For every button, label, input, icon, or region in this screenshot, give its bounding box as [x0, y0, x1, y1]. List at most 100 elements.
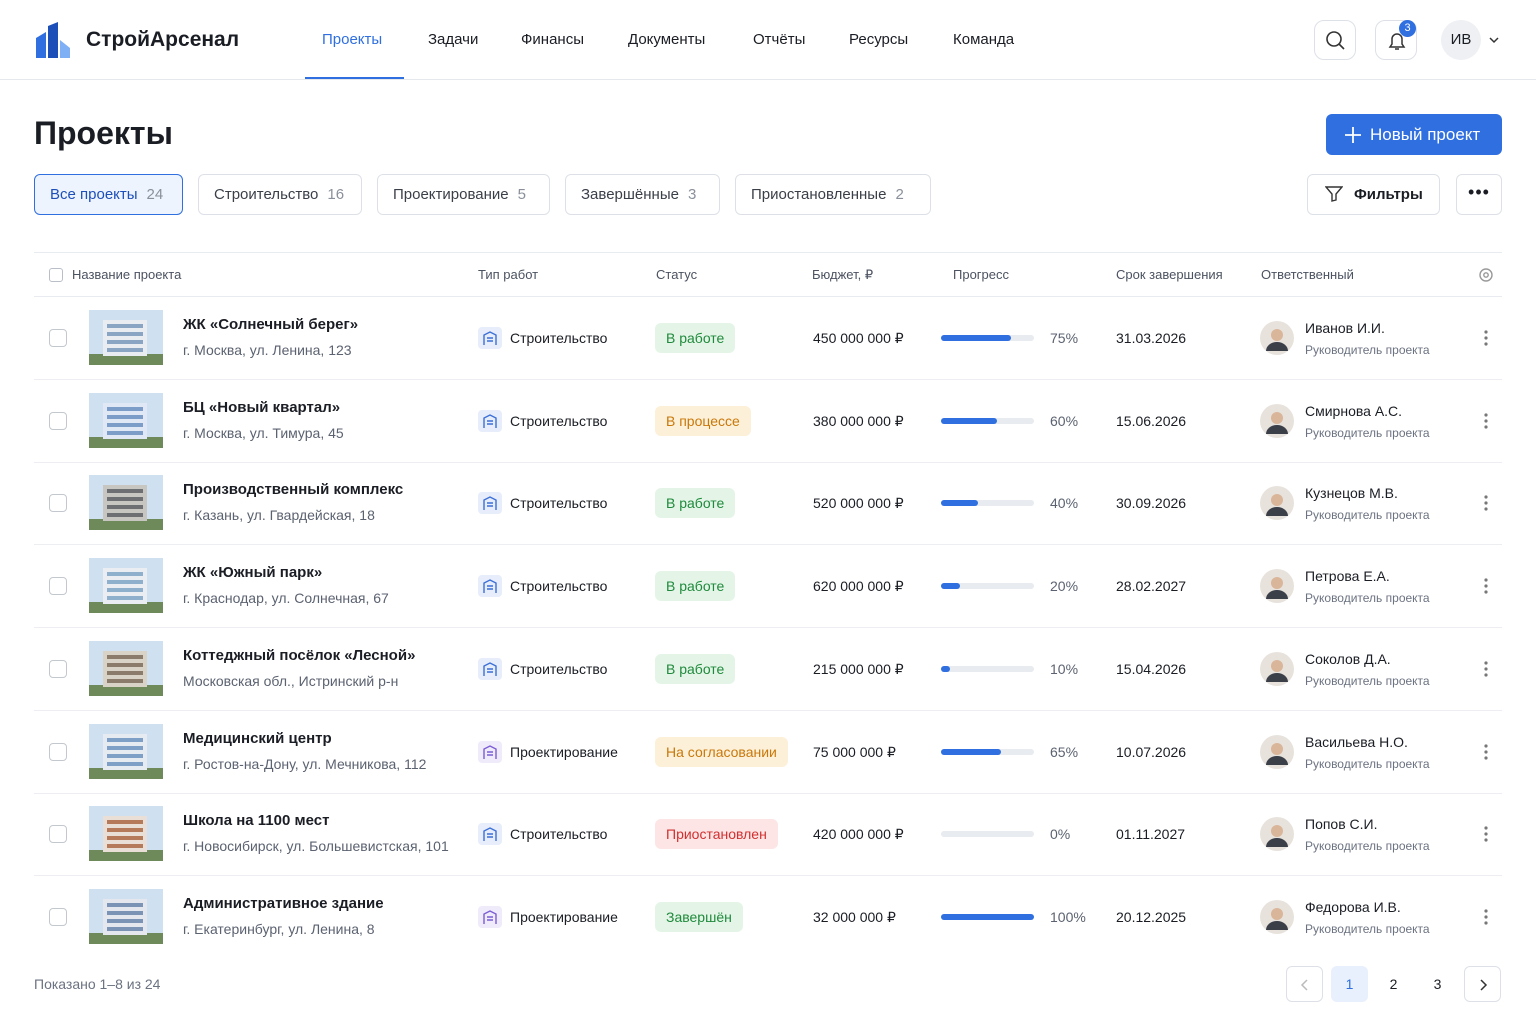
manager-role: Руководитель проекта — [1305, 425, 1430, 440]
manager-avatar — [1260, 569, 1294, 608]
manager-name: Иванов И.И. — [1305, 320, 1385, 336]
row-checkbox[interactable] — [49, 742, 67, 761]
work-type: Проектирование — [510, 908, 618, 925]
filter-tab[interactable]: Завершённые 3 — [565, 174, 720, 215]
type-icon — [478, 823, 502, 850]
budget: 75 000 000 ₽ — [813, 743, 896, 760]
search-button[interactable] — [1314, 20, 1356, 60]
page-number[interactable]: 1 — [1331, 966, 1368, 1002]
nav-item[interactable]: Документы — [628, 31, 706, 48]
manager-role: Руководитель проекта — [1305, 921, 1430, 936]
user-menu-caret[interactable] — [1488, 34, 1500, 46]
row-divider — [34, 792, 1502, 794]
progress-label: 60% — [1050, 412, 1079, 429]
project-image — [89, 475, 163, 531]
row-menu-graphic — [1484, 578, 1488, 594]
filter-tab[interactable]: Проектирование 5 — [377, 174, 550, 215]
nav-item[interactable]: Отчёты — [753, 31, 806, 48]
settings-icon[interactable] — [1477, 266, 1495, 284]
row-menu-graphic — [1484, 330, 1488, 346]
project-image — [89, 640, 163, 696]
row-menu-graphic — [1484, 826, 1488, 842]
project-image — [89, 558, 163, 614]
header: СтройАрсенал 3 ИВ — [0, 0, 1536, 80]
tab-count: 5 — [517, 186, 526, 203]
page-number[interactable]: 3 — [1419, 966, 1456, 1002]
nav-item[interactable]: Финансы — [521, 31, 584, 48]
nav-item[interactable]: Ресурсы — [849, 31, 909, 48]
manager-name: Попов С.И. — [1305, 816, 1378, 833]
project-name: БЦ «Новый квартал» — [183, 398, 341, 416]
work-type: Строительство — [510, 330, 608, 346]
manager-avatar-graphic — [1260, 403, 1294, 438]
logo-text: СтройАрсенал — [86, 28, 240, 51]
budget: 215 000 000 ₽ — [813, 660, 904, 677]
row-menu[interactable] — [1480, 908, 1492, 931]
row-menu[interactable] — [1480, 494, 1492, 517]
row-menu-graphic — [1484, 413, 1488, 429]
project-image-graphic — [89, 806, 163, 862]
due-date: 01.11.2027 — [1116, 826, 1186, 843]
budget: 620 000 000 ₽ — [813, 578, 904, 595]
row-checkbox[interactable] — [49, 825, 67, 844]
manager-role: Руководитель проекта — [1305, 343, 1430, 357]
filter-tab[interactable]: Приостановленные 2 — [735, 174, 931, 215]
manager-name: Смирнова А.С. — [1305, 402, 1403, 419]
filters-button[interactable]: Фильтры — [1307, 174, 1440, 215]
row-menu[interactable] — [1480, 660, 1492, 683]
row-menu[interactable] — [1480, 329, 1492, 352]
row-menu[interactable] — [1480, 825, 1492, 848]
manager-avatar — [1260, 817, 1294, 856]
due-date: 10.07.2026 — [1116, 743, 1187, 760]
type-icon — [478, 575, 502, 602]
filter-tab[interactable]: Строительство 16 — [198, 174, 362, 215]
project-image — [89, 806, 163, 862]
type-icon-graphic — [478, 657, 502, 680]
type-icon-graphic — [478, 327, 502, 349]
row-checkbox[interactable] — [49, 659, 67, 678]
type-icon — [478, 740, 502, 768]
work-type: Строительство — [510, 660, 608, 677]
row-menu[interactable] — [1480, 412, 1492, 435]
next-page[interactable] — [1464, 966, 1501, 1002]
due-date: 28.02.2027 — [1116, 578, 1187, 595]
budget: 32 000 000 ₽ — [813, 908, 896, 925]
row-divider — [34, 709, 1502, 711]
status-badge: На согласовании — [655, 736, 788, 767]
type-icon-graphic — [478, 740, 502, 763]
row-checkbox[interactable] — [49, 494, 67, 513]
manager-role: Руководитель проекта — [1305, 508, 1430, 523]
project-address: Московская обл., Истринский р-н — [183, 672, 399, 689]
project-image — [89, 723, 163, 779]
row-checkbox[interactable] — [49, 411, 67, 430]
more-button[interactable]: ••• — [1456, 174, 1502, 215]
select-all-checkbox[interactable] — [49, 268, 63, 282]
due-date: 15.04.2026 — [1116, 660, 1187, 677]
progress-label: 0% — [1050, 826, 1071, 843]
row-menu[interactable] — [1480, 577, 1492, 600]
progress-label: 75% — [1050, 330, 1079, 346]
manager-name: Соколов Д.А. — [1305, 650, 1391, 667]
row-checkbox[interactable] — [49, 329, 67, 347]
work-type: Проектирование — [510, 743, 618, 760]
type-icon — [478, 409, 502, 437]
row-checkbox[interactable] — [49, 907, 67, 926]
project-image-graphic — [89, 475, 163, 531]
prev-page[interactable] — [1286, 966, 1323, 1002]
logo-icon — [36, 22, 70, 58]
filter-tab[interactable]: Все проекты 24 — [34, 174, 183, 215]
project-name: Коттеджный посёлок «Лесной» — [183, 646, 416, 664]
manager-role: Руководитель проекта — [1305, 673, 1430, 688]
nav-item[interactable]: Команда — [953, 31, 1015, 48]
row-menu[interactable] — [1480, 743, 1492, 766]
table-header — [34, 252, 1502, 297]
nav-item[interactable]: Проекты — [322, 31, 383, 48]
page-number[interactable]: 2 — [1375, 966, 1412, 1002]
manager-avatar-graphic — [1260, 899, 1294, 934]
tab-count: 3 — [687, 186, 697, 203]
row-checkbox[interactable] — [49, 577, 67, 596]
nav-item[interactable]: Задачи — [428, 31, 479, 48]
new-project-button[interactable]: Новый проект — [1326, 114, 1502, 155]
user-avatar[interactable]: ИВ — [1441, 20, 1481, 60]
type-icon-graphic — [478, 905, 502, 928]
